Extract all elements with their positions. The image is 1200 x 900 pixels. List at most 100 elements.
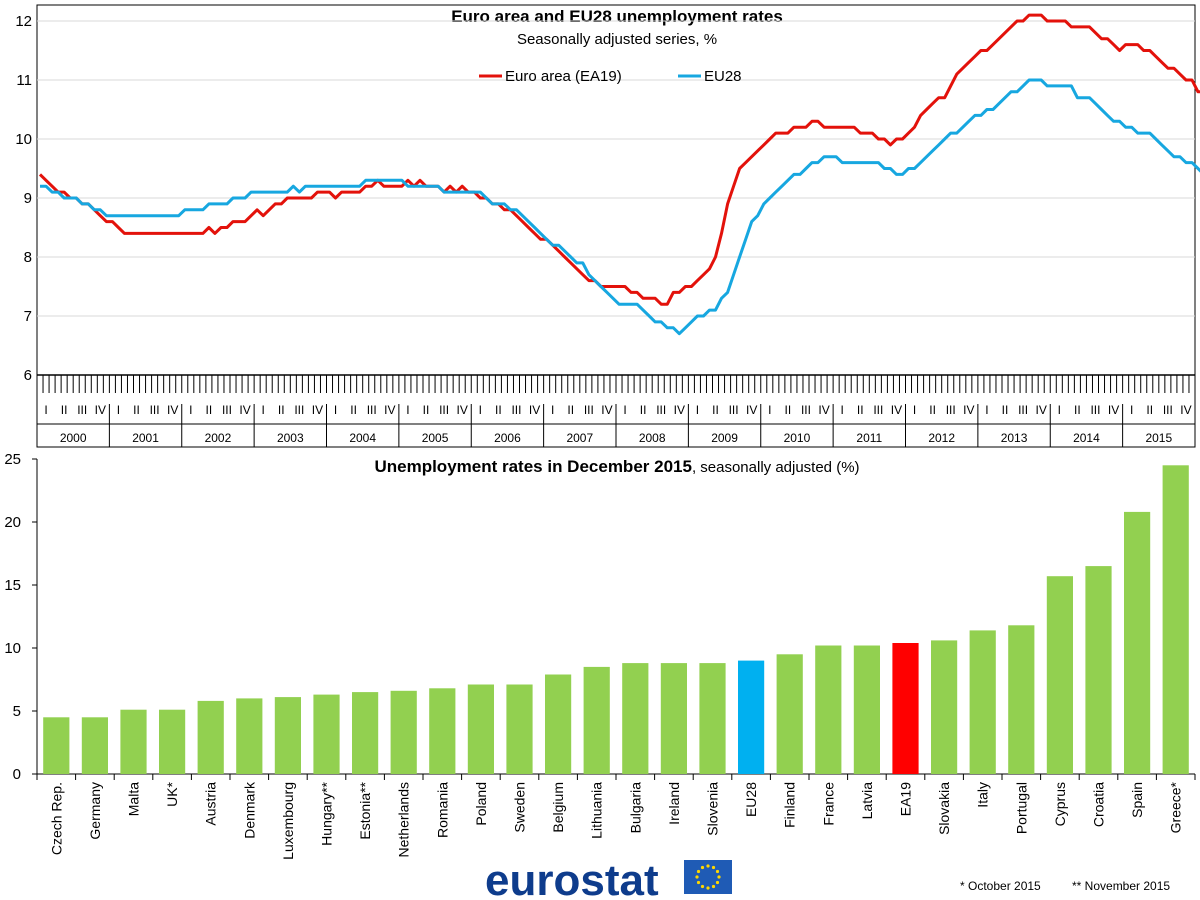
bar-chart-axes: [32, 458, 1196, 780]
bar: [1008, 625, 1035, 774]
line-chart-title: Euro area and EU28 unemployment rates: [451, 7, 783, 26]
category-label: Bulgaria: [627, 782, 643, 834]
category-label: Romania: [434, 782, 450, 838]
category-label: Lithuania: [589, 782, 605, 839]
flag-star: [715, 880, 720, 885]
flag-star: [706, 886, 710, 890]
category-label: Croatia: [1091, 782, 1107, 827]
bar: [1124, 511, 1151, 774]
category-label: Netherlands: [396, 782, 412, 858]
quarter-label: II: [1074, 403, 1081, 417]
flag-star: [711, 865, 716, 870]
year-label: 2001: [132, 431, 159, 445]
quarter-label: I: [696, 403, 699, 417]
quarter-label: I: [334, 403, 337, 417]
category-label: Ireland: [666, 782, 682, 825]
quarter-label: II: [423, 403, 430, 417]
legend-label-ea19: Euro area (EA19): [505, 68, 622, 85]
bar: [313, 694, 340, 774]
flag-star: [706, 864, 710, 868]
quarter-label: I: [985, 403, 988, 417]
quarter-label: IV: [457, 403, 468, 417]
quarter-label: III: [294, 403, 304, 417]
quarter-label: III: [511, 403, 521, 417]
quarter-label: I: [623, 403, 626, 417]
quarter-label: II: [857, 403, 864, 417]
bar-chart-category-labels: Czech Rep. Germany Malta UK* Austria Denmark L…: [48, 781, 1183, 860]
quarter-label: I: [1130, 403, 1133, 417]
logo-text: eurostat: [485, 856, 659, 900]
line-chart-series: [38, 13, 1200, 336]
year-label: 2008: [639, 431, 666, 445]
quarter-label: I: [189, 403, 192, 417]
series-line-ea: [38, 13, 1200, 306]
bar: [545, 674, 572, 774]
quarter-label: IV: [1180, 403, 1191, 417]
y-tick-label: 7: [24, 308, 32, 325]
y-tick-label: 11: [16, 72, 32, 89]
bar-chart-title-suffix: , seasonally adjusted (%): [692, 459, 860, 476]
quarter-label: I: [551, 403, 554, 417]
y-tick-label: 6: [24, 367, 32, 384]
category-label: France: [820, 782, 836, 826]
quarter-label: IV: [674, 403, 685, 417]
bar: [931, 640, 958, 774]
category-label: EA19: [898, 782, 914, 816]
category-label: Denmark: [241, 781, 257, 839]
quarter-label: IV: [746, 403, 757, 417]
flag-star: [715, 869, 720, 874]
flag-star: [717, 875, 721, 879]
quarter-label: IV: [95, 403, 106, 417]
bar: [352, 692, 379, 774]
bar: [738, 660, 765, 774]
flag-star: [711, 884, 716, 889]
quarter-label: II: [495, 403, 502, 417]
quarter-label: IV: [963, 403, 974, 417]
quarter-label: III: [801, 403, 811, 417]
year-label: 2004: [349, 431, 376, 445]
quarter-label: I: [262, 403, 265, 417]
y-tick-label: 8: [24, 249, 32, 266]
bar: [159, 709, 186, 774]
bar: [815, 645, 842, 774]
year-label: 2003: [277, 431, 304, 445]
bar-chart-y-tick-labels: 0 5 10 15 20 25: [4, 451, 21, 783]
category-label: Belgium: [550, 782, 566, 833]
category-label: Italy: [975, 782, 991, 808]
y-tick-label: 20: [4, 514, 21, 531]
quarter-label: II: [712, 403, 719, 417]
category-label: Austria: [203, 782, 219, 826]
quarter-label: I: [406, 403, 409, 417]
bar: [853, 645, 880, 774]
quarter-label: III: [656, 403, 666, 417]
bar: [583, 666, 610, 774]
category-label: Estonia**: [357, 781, 373, 839]
quarter-label: II: [567, 403, 574, 417]
quarter-label: I: [479, 403, 482, 417]
eurostat-logo: eurostat: [485, 856, 732, 900]
y-tick-label: 9: [24, 190, 32, 207]
bar: [467, 684, 494, 774]
quarter-label: IV: [312, 403, 323, 417]
quarter-label: III: [367, 403, 377, 417]
bar: [197, 700, 224, 774]
quarter-label: III: [1018, 403, 1028, 417]
category-label: Germany: [87, 782, 103, 840]
year-label: 2006: [494, 431, 521, 445]
category-label: Greece*: [1168, 781, 1184, 833]
y-tick-label: 25: [4, 451, 21, 468]
category-label: Latvia: [859, 782, 875, 820]
category-label: Finland: [782, 782, 798, 828]
bar-chart-title: Unemployment rates in December 2015, sea…: [374, 457, 859, 476]
quarter-label: II: [350, 403, 357, 417]
quarter-label: III: [77, 403, 87, 417]
y-tick-label: 5: [13, 703, 21, 720]
quarter-label: I: [841, 403, 844, 417]
quarter-label: II: [1002, 403, 1009, 417]
year-label: 2014: [1073, 431, 1100, 445]
quarter-label: IV: [384, 403, 395, 417]
quarter-label: III: [150, 403, 160, 417]
quarter-label: II: [640, 403, 647, 417]
bar-chart-title-bold: Unemployment rates in December 2015: [374, 457, 691, 476]
flag-star: [695, 875, 699, 879]
